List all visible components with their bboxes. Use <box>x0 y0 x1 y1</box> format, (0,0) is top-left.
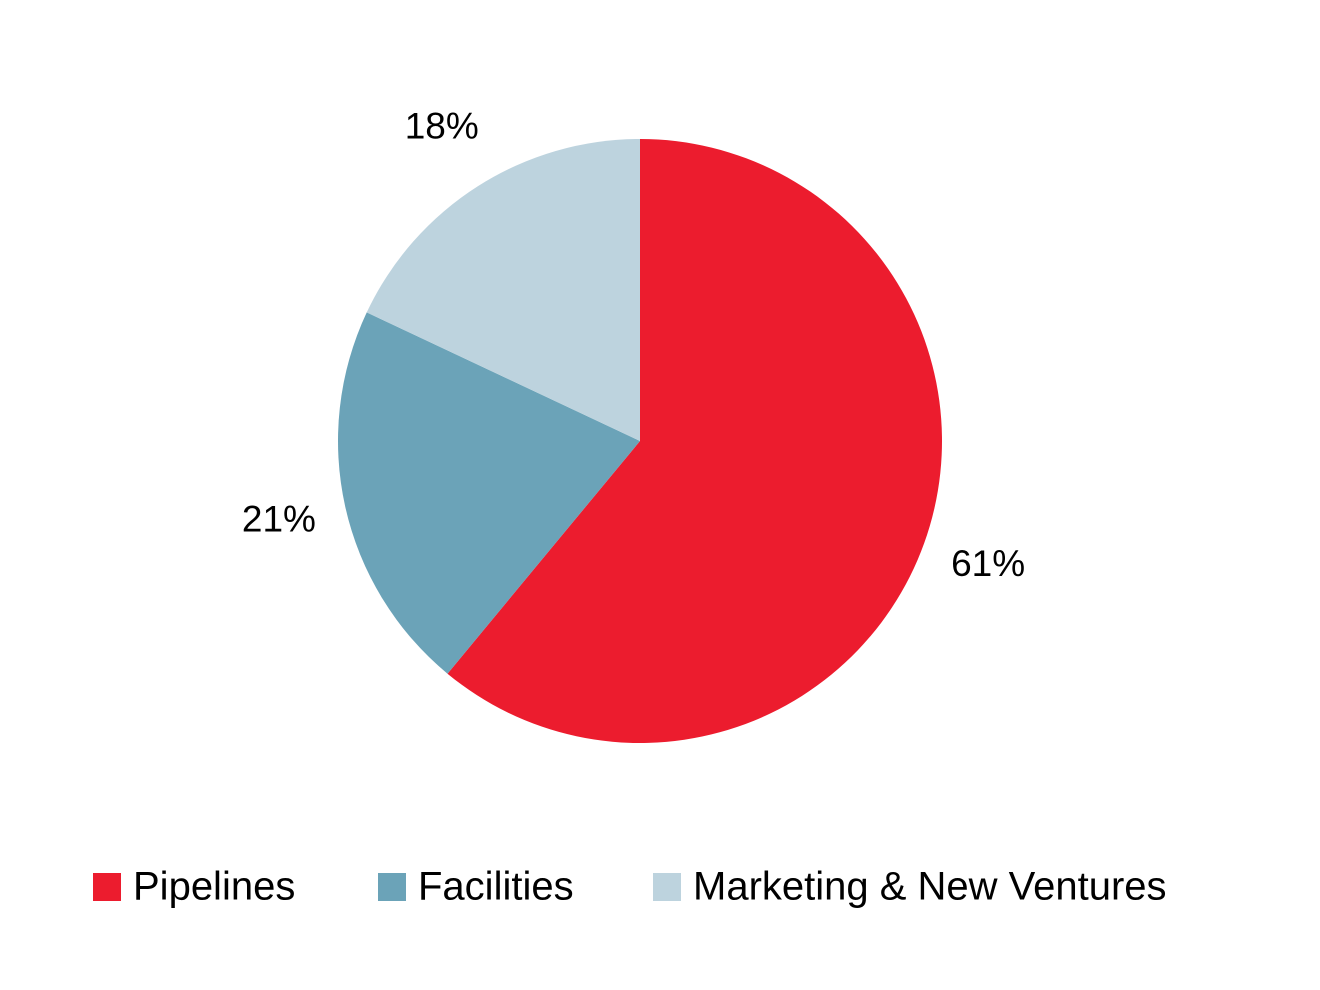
legend-swatch <box>93 873 121 901</box>
data-label: 61% <box>951 543 1025 584</box>
data-label: 18% <box>405 105 479 146</box>
pie-slice <box>338 312 640 674</box>
legend-label: Facilities <box>418 865 574 909</box>
legend-label: Pipelines <box>133 865 295 909</box>
pie-slice <box>366 139 640 441</box>
pie-slice <box>447 139 942 744</box>
legend-label: Marketing & New Ventures <box>693 865 1167 909</box>
data-label: 21% <box>242 498 316 539</box>
legend-swatch <box>378 873 406 901</box>
legend-swatch <box>653 873 681 901</box>
